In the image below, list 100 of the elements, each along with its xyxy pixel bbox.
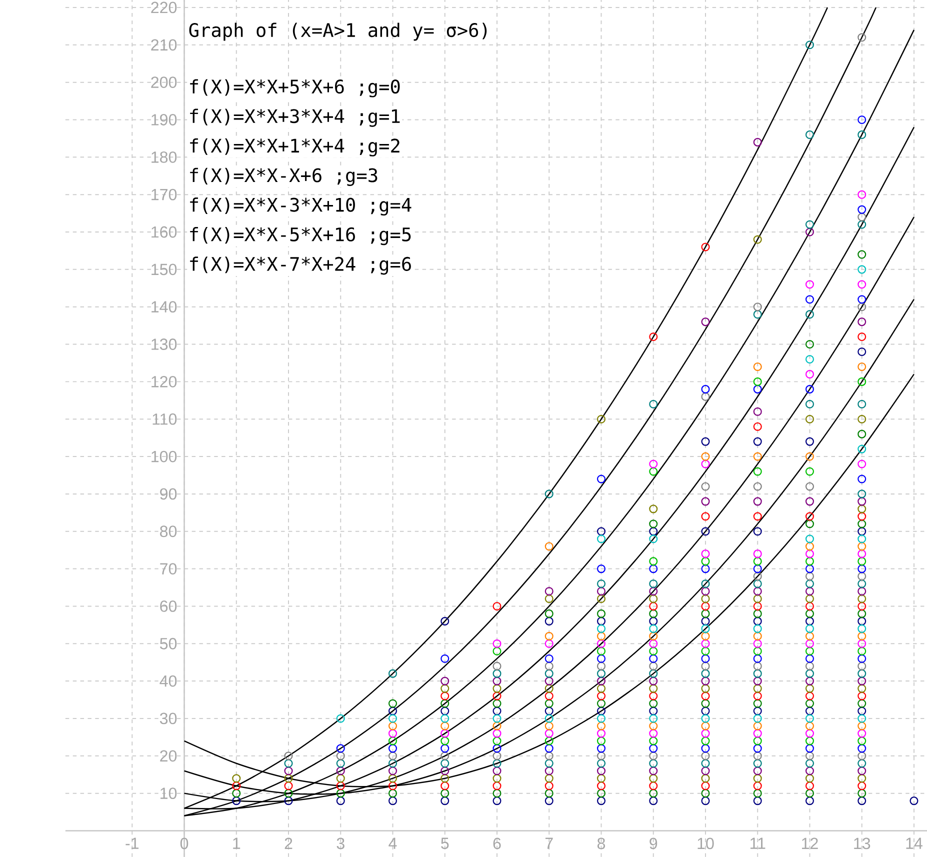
point xyxy=(388,706,398,716)
point xyxy=(701,796,710,806)
point xyxy=(440,699,450,708)
point xyxy=(753,564,762,574)
point xyxy=(336,774,345,783)
point xyxy=(649,736,658,746)
point xyxy=(805,482,814,491)
point xyxy=(492,722,502,730)
point xyxy=(858,115,866,124)
point xyxy=(753,684,762,693)
point xyxy=(858,534,866,544)
point xyxy=(232,796,241,806)
point xyxy=(440,722,450,730)
point xyxy=(805,130,814,140)
point xyxy=(596,654,606,663)
x-tick-label: 8 xyxy=(597,838,606,850)
point xyxy=(858,512,866,521)
point xyxy=(544,632,554,640)
point xyxy=(701,669,710,678)
text: Graph of (x=A>1 and y= σ>6) xyxy=(189,22,487,41)
point xyxy=(649,692,658,700)
point xyxy=(753,138,762,146)
point xyxy=(805,662,814,670)
point xyxy=(649,460,658,468)
point xyxy=(440,759,450,768)
y-tick-label: 160 xyxy=(152,226,177,238)
point xyxy=(805,692,814,700)
point xyxy=(649,520,658,528)
annotation: f(X)=X*X+5*X+6 ;g=0 xyxy=(190,79,400,98)
point xyxy=(544,684,554,693)
point xyxy=(753,744,762,753)
point xyxy=(701,782,710,790)
point xyxy=(805,452,814,461)
point xyxy=(649,766,658,776)
point xyxy=(284,774,293,783)
point xyxy=(596,736,606,746)
point xyxy=(858,564,866,574)
point xyxy=(701,609,710,618)
y-tick-label: 20 xyxy=(160,750,177,762)
point xyxy=(753,527,762,536)
point xyxy=(596,729,606,738)
point xyxy=(753,722,762,730)
point xyxy=(544,789,554,798)
point xyxy=(858,490,866,498)
point xyxy=(596,632,606,640)
point xyxy=(544,594,554,604)
point xyxy=(596,527,606,536)
point xyxy=(596,699,606,708)
point xyxy=(858,752,866,760)
point xyxy=(753,609,762,618)
point xyxy=(753,602,762,611)
point xyxy=(701,460,710,468)
point xyxy=(858,609,866,618)
point xyxy=(805,280,814,289)
point xyxy=(649,646,658,656)
point xyxy=(336,782,345,790)
point xyxy=(544,706,554,716)
point xyxy=(753,736,762,746)
point xyxy=(753,624,762,633)
point xyxy=(596,722,606,730)
point xyxy=(544,542,554,551)
x-tick-label: 6 xyxy=(493,838,501,850)
point xyxy=(649,714,658,723)
point xyxy=(596,796,606,806)
point xyxy=(649,580,658,588)
point xyxy=(858,766,866,776)
point xyxy=(388,744,398,753)
point xyxy=(492,662,502,670)
point xyxy=(596,759,606,768)
point xyxy=(858,557,866,566)
point xyxy=(858,295,866,304)
point xyxy=(596,684,606,693)
point xyxy=(805,520,814,528)
point xyxy=(596,587,606,596)
point xyxy=(544,736,554,746)
point xyxy=(544,692,554,700)
point xyxy=(440,736,450,746)
point xyxy=(596,669,606,678)
point xyxy=(701,482,710,491)
point xyxy=(805,295,814,304)
point xyxy=(649,564,658,574)
point xyxy=(544,714,554,723)
point xyxy=(753,616,762,626)
point xyxy=(805,654,814,663)
point xyxy=(649,669,658,678)
point xyxy=(649,654,658,663)
point xyxy=(805,228,814,236)
point xyxy=(858,602,866,611)
point xyxy=(753,654,762,663)
point xyxy=(440,796,450,806)
point xyxy=(440,766,450,776)
point xyxy=(649,706,658,716)
y-tick-label: 140 xyxy=(152,301,177,313)
point xyxy=(701,744,710,753)
point xyxy=(544,766,554,776)
point xyxy=(701,729,710,738)
point xyxy=(701,602,710,611)
point xyxy=(492,669,502,678)
point xyxy=(858,646,866,656)
point xyxy=(649,534,658,544)
